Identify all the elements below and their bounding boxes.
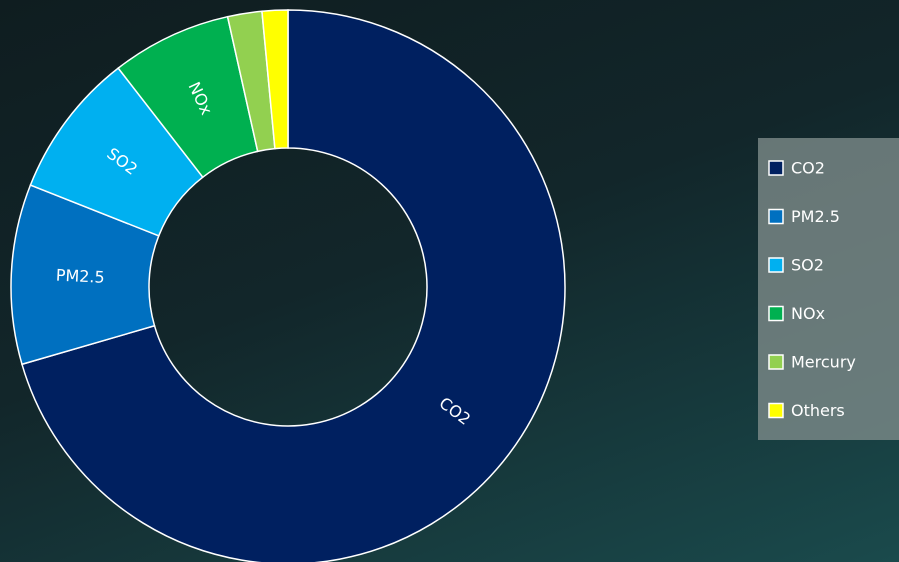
legend-swatch [768, 208, 784, 225]
legend-label: NOx [791, 304, 825, 323]
donut-segment [21, 9, 566, 562]
legend-swatch [768, 257, 784, 273]
legend-label: PM2.5 [791, 207, 840, 226]
legend-swatch [768, 305, 784, 322]
legend-swatch [768, 160, 784, 176]
legend-label: SO2 [791, 256, 824, 275]
legend-box [758, 138, 899, 440]
legend-label: CO2 [791, 159, 825, 178]
segment-label: PM2.5 [55, 266, 105, 287]
legend-swatch [768, 402, 784, 419]
legend-swatch [768, 354, 784, 370]
legend-label: Others [791, 401, 845, 420]
donut-segment [261, 9, 289, 150]
legend-label: Mercury [791, 353, 856, 372]
